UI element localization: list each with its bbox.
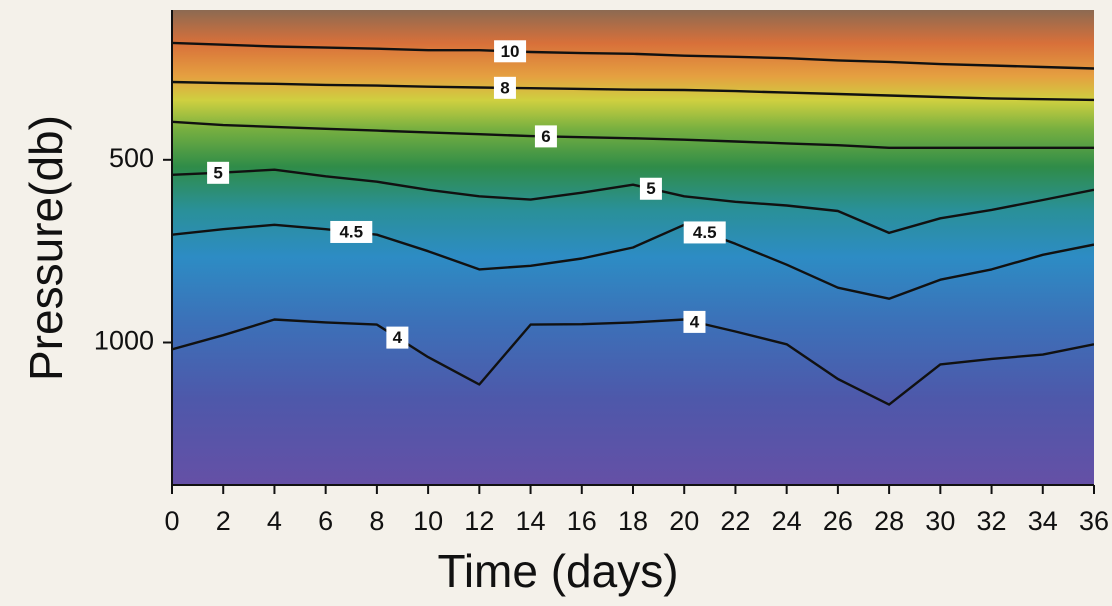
contour-line: [172, 120, 1094, 149]
contour-layer: 10 8 6 5 5 4.5 4.5 4 4: [172, 40, 1094, 406]
y-tick-label: 500: [109, 143, 154, 173]
x-tick-label: 26: [823, 506, 853, 536]
contour-label-box: [493, 76, 516, 99]
contour-line: [172, 168, 1094, 235]
x-tick-label: 6: [318, 506, 333, 536]
x-tick-label: 34: [1028, 506, 1058, 536]
contour-line: [172, 41, 1094, 70]
contour-line: [172, 223, 1094, 300]
contour-line: [172, 318, 1094, 406]
x-tick-label: 16: [567, 506, 597, 536]
contour-label-box: [683, 310, 706, 333]
contour-label-box: [330, 220, 373, 243]
x-tick-label: 0: [164, 506, 179, 536]
x-tick-label: 10: [413, 506, 443, 536]
x-tick-label: 30: [925, 506, 955, 536]
x-tick-label: 22: [720, 506, 750, 536]
x-tick-label: 32: [977, 506, 1007, 536]
x-axis-title: Time (days): [437, 545, 678, 597]
contour-label-box: [386, 326, 409, 349]
contour-label: 4.5: [339, 222, 363, 241]
contour-label-box: [639, 177, 662, 200]
contour-label-box: [534, 125, 557, 148]
x-tick-label: 14: [516, 506, 546, 536]
contour-line: [172, 80, 1094, 102]
x-tick-label: 12: [464, 506, 494, 536]
contour-label: 4.5: [693, 223, 717, 242]
contour-label: 6: [541, 127, 550, 146]
y-tick-label: 1000: [94, 326, 154, 356]
x-tick-label: 28: [874, 506, 904, 536]
contour-label: 4: [690, 312, 700, 331]
contour-label: 5: [213, 163, 222, 182]
contour-label: 10: [501, 42, 520, 61]
x-tick-label: 4: [267, 506, 282, 536]
contour-label-box: [494, 40, 527, 63]
x-tick-label: 24: [772, 506, 802, 536]
contour-label-box: [683, 221, 726, 244]
x-tick-label: 36: [1079, 506, 1109, 536]
contour-label: 4: [393, 328, 403, 347]
y-axis-title: Pressure(db): [20, 115, 72, 381]
x-tick-label: 20: [669, 506, 699, 536]
contour-label: 5: [646, 179, 655, 198]
contour-label: 8: [500, 78, 509, 97]
x-tick-label: 8: [369, 506, 384, 536]
contour-label-box: [207, 161, 230, 184]
x-tick-label: 18: [618, 506, 648, 536]
x-tick-label: 2: [216, 506, 231, 536]
